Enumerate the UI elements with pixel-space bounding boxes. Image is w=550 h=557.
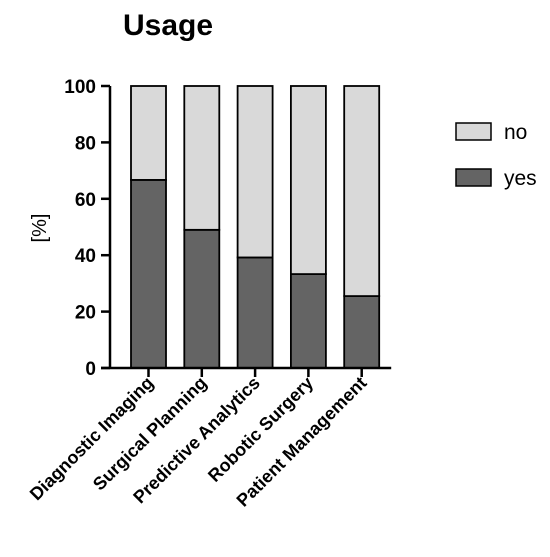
y-tick-label: 100: [64, 77, 96, 98]
legend-label-yes: yes: [504, 167, 537, 190]
bar-yes: [130, 179, 167, 369]
legend-swatch-no: [455, 122, 492, 141]
y-axis-label: [%]: [29, 214, 51, 243]
bar-no: [130, 85, 167, 181]
y-tick-label: 20: [75, 303, 96, 324]
bar-no: [236, 85, 274, 259]
bar-no: [183, 85, 221, 231]
y-tick-label: 0: [85, 359, 96, 380]
legend-swatch-yes: [455, 168, 492, 187]
legend-label-no: no: [504, 121, 527, 144]
y-tick-label: 60: [75, 190, 96, 211]
y-tick-label: 80: [75, 133, 96, 154]
bar-yes: [236, 256, 274, 369]
bar-yes: [183, 228, 221, 369]
bar-yes: [289, 273, 327, 369]
y-tick-label: 40: [75, 246, 96, 267]
bar-yes: [343, 295, 381, 369]
chart-title: Usage: [123, 9, 213, 42]
bar-no: [289, 85, 327, 275]
bar-no: [343, 85, 381, 297]
legend: no yes: [455, 121, 537, 190]
